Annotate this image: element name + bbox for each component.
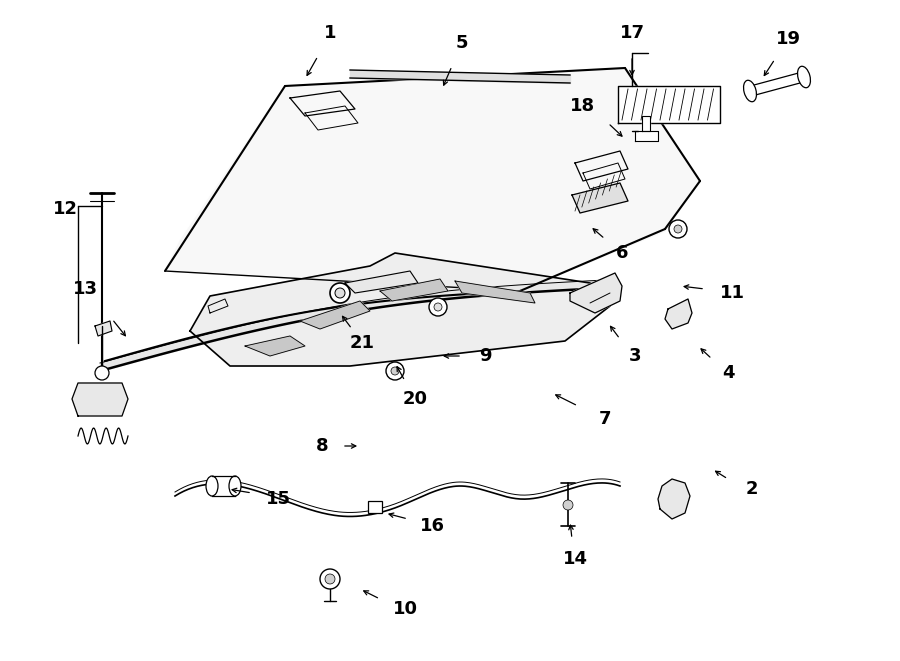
Circle shape [325, 574, 335, 584]
Polygon shape [455, 281, 535, 303]
Text: 21: 21 [349, 334, 374, 352]
Text: 18: 18 [570, 97, 595, 115]
Polygon shape [748, 71, 806, 97]
Ellipse shape [229, 476, 241, 496]
Text: 9: 9 [479, 347, 491, 365]
Circle shape [330, 283, 350, 303]
Polygon shape [165, 68, 700, 291]
Polygon shape [665, 299, 692, 329]
Polygon shape [95, 321, 112, 336]
Polygon shape [208, 299, 228, 313]
Text: 1: 1 [324, 24, 337, 42]
Text: 6: 6 [616, 244, 628, 262]
Circle shape [335, 288, 345, 298]
Ellipse shape [743, 80, 757, 102]
Text: 14: 14 [562, 550, 588, 568]
Polygon shape [300, 301, 370, 329]
Circle shape [391, 367, 399, 375]
Polygon shape [212, 476, 235, 496]
Polygon shape [380, 279, 448, 301]
Text: 8: 8 [316, 437, 328, 455]
Text: 16: 16 [419, 517, 445, 535]
Circle shape [434, 303, 442, 311]
Polygon shape [345, 271, 418, 293]
Circle shape [563, 500, 573, 510]
Text: 7: 7 [598, 410, 611, 428]
Circle shape [674, 225, 682, 233]
Text: 19: 19 [776, 30, 800, 48]
Text: 11: 11 [719, 284, 744, 302]
Polygon shape [658, 479, 690, 519]
Polygon shape [572, 183, 628, 213]
Circle shape [95, 366, 109, 380]
Text: 2: 2 [746, 480, 758, 498]
Text: 3: 3 [629, 347, 641, 365]
Circle shape [669, 220, 687, 238]
Polygon shape [635, 131, 658, 141]
Text: 12: 12 [52, 200, 77, 218]
Polygon shape [570, 273, 622, 313]
Text: 13: 13 [73, 280, 97, 298]
Polygon shape [72, 383, 128, 416]
Circle shape [320, 569, 340, 589]
Polygon shape [245, 336, 305, 356]
Polygon shape [642, 116, 650, 131]
Circle shape [429, 298, 447, 316]
Text: 10: 10 [392, 600, 418, 618]
Ellipse shape [206, 476, 218, 496]
Bar [368, 501, 382, 513]
Text: 15: 15 [266, 490, 291, 508]
Polygon shape [190, 253, 610, 366]
Polygon shape [618, 86, 720, 123]
Text: 4: 4 [722, 364, 734, 382]
Text: 20: 20 [402, 390, 428, 408]
Circle shape [386, 362, 404, 380]
Text: 5: 5 [455, 34, 468, 52]
Ellipse shape [797, 66, 811, 88]
Text: 17: 17 [619, 24, 644, 42]
